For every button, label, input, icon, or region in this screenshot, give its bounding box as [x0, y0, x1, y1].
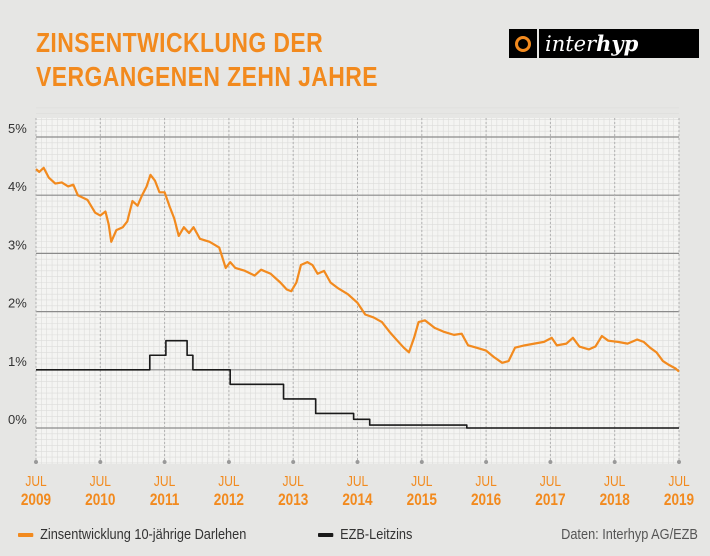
x-tick-month: JUL: [154, 473, 176, 490]
x-tick-month: JUL: [411, 473, 433, 490]
series-ezb-leitzins: [36, 339, 679, 429]
x-tick-dot: [612, 460, 617, 464]
series-darlehen: [35, 166, 680, 373]
x-tick-month: JUL: [604, 473, 626, 490]
x-tick-dot: [291, 460, 296, 464]
source-note: Daten: Interhyp AG/EZB: [561, 526, 698, 543]
x-tick-year: 2019: [664, 491, 694, 510]
title-line-1: ZINSENTWICKLUNG DER: [36, 27, 324, 58]
x-tick-dot: [548, 460, 553, 464]
x-tick-dot: [226, 460, 231, 464]
x-tick-year: 2015: [407, 491, 438, 510]
x-tick-year: 2009: [21, 491, 51, 510]
y-tick-label: 2%: [8, 296, 27, 311]
interhyp-logo: interhyp: [509, 29, 699, 58]
chart-title: ZINSENTWICKLUNG DER VERGANGENEN ZEHN JAH…: [36, 26, 378, 94]
title-line-2: VERGANGENEN ZEHN JAHRE: [36, 61, 378, 92]
y-tick-label: 1%: [8, 354, 27, 369]
x-tick-year: 2016: [471, 491, 501, 510]
x-tick-month: JUL: [668, 473, 690, 490]
x-tick-month: JUL: [218, 473, 240, 490]
x-tick-dot: [98, 460, 103, 464]
legend-label: EZB-Leitzins: [340, 526, 413, 543]
logo-text-prefix: inter: [545, 32, 597, 56]
legend-swatch-black: [318, 532, 334, 537]
logo-text-suffix: hyp: [596, 31, 639, 56]
x-tick-month: JUL: [90, 473, 112, 490]
x-tick-dot: [677, 460, 681, 464]
y-tick-label: 5%: [8, 121, 27, 136]
x-tick-year: 2012: [214, 491, 244, 510]
x-tick-year: 2014: [342, 491, 373, 510]
y-tick-label: 3%: [8, 237, 27, 252]
x-tick-dot: [419, 460, 424, 464]
x-tick-month: JUL: [540, 473, 562, 490]
x-tick-month: JUL: [283, 473, 305, 490]
legend-label: Zinsentwicklung 10-jährige Darlehen: [40, 526, 247, 543]
x-tick-year: 2011: [150, 491, 180, 510]
y-tick-label: 0%: [8, 412, 27, 427]
legend-swatch-orange: [18, 532, 34, 537]
x-tick-dot: [162, 460, 167, 464]
logo-ring-icon: [509, 29, 537, 58]
x-tick-dot: [34, 460, 38, 464]
x-tick-year: 2010: [85, 491, 115, 510]
legend-item-ezb: EZB-Leitzins: [318, 526, 412, 543]
x-tick-year: 2018: [600, 491, 631, 510]
x-tick-dot: [484, 460, 489, 464]
x-tick-month: JUL: [25, 473, 47, 490]
legend-item-darlehen: Zinsentwicklung 10-jährige Darlehen: [18, 526, 246, 543]
x-tick-year: 2013: [278, 491, 308, 510]
x-tick-dot: [355, 460, 360, 464]
x-tick-year: 2017: [535, 491, 565, 510]
x-tick-month: JUL: [475, 473, 497, 490]
y-tick-label: 4%: [8, 179, 27, 194]
x-tick-month: JUL: [347, 473, 369, 490]
